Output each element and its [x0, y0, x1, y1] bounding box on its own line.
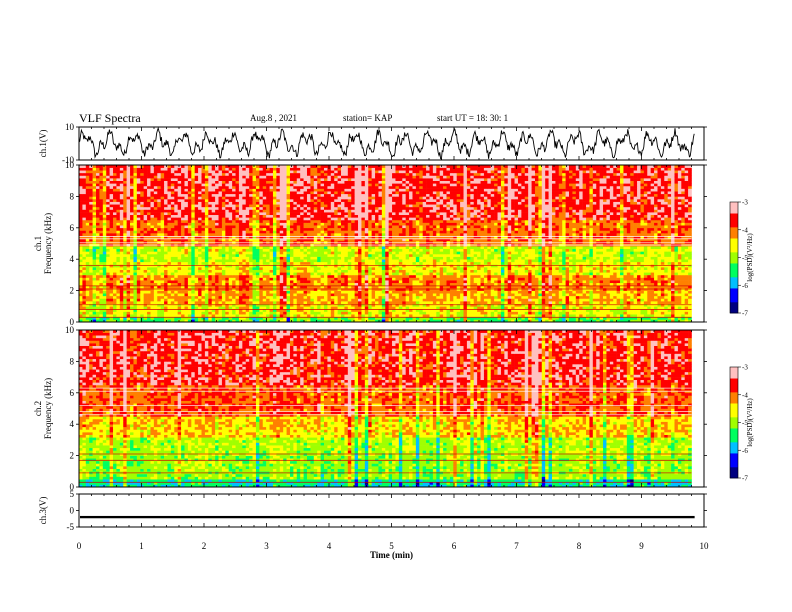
ch1-spectrogram-cells [79, 165, 692, 323]
ch1-spectrogram-ytick-label: 4 [70, 254, 75, 264]
ch1-spectrogram-colorbar-tick-label: -7 [742, 310, 748, 318]
ch2-spectrogram-ytick-label: 8 [70, 356, 75, 366]
ch3-waveform-frame [78, 493, 705, 528]
ch2-spectrogram-colorbar: -3 -4 -5 -6 -7 log(PSD)(V²/Hz) [729, 364, 754, 483]
ch3-waveform-ytick-label: 5 [70, 489, 75, 499]
x-tick-label: 2 [202, 541, 207, 551]
ch2-spectrogram-colorbar-tick-label: -7 [742, 475, 748, 483]
x-tick-label: 7 [514, 541, 519, 551]
ch1-waveform-ylabel: ch.1(V) [38, 130, 48, 158]
ch2-spectrogram-cells [79, 330, 692, 488]
ch1-waveform-ytick-label: 10 [65, 122, 75, 132]
ch1-spectrogram-colorbar-tick-label: -3 [742, 199, 748, 207]
ch3-waveform-ytick-label: 0 [70, 506, 75, 516]
ch1-spectrogram-ylabel: Frequency (kHz) [43, 213, 53, 274]
x-tick-label: 5 [389, 541, 394, 551]
ch1-spectrogram-colorbar: -3 -4 -5 -6 -7 log(PSD)(V²/Hz) [729, 199, 754, 318]
x-tick-label: 8 [577, 541, 582, 551]
x-tick-label: 0 [77, 541, 82, 551]
start-time-label: start UT = 18: 30: 1 [437, 113, 508, 123]
x-axis: 0 1 2 3 4 5 6 7 8 9 10 Time (min) [77, 541, 709, 560]
ch2-spectrogram-colorbar-tick-label: -6 [742, 447, 748, 455]
ch2-spectrogram-colorbar-tick-label: -5 [742, 419, 748, 427]
ch2-spectrogram-ytick-label: 2 [70, 451, 75, 461]
chart-title: VLF Spectra [79, 111, 141, 126]
ch1-spectrogram-ytick-label: 0 [70, 317, 75, 327]
ch2-spectrogram-ytick-label: 0 [70, 482, 75, 492]
ch2-spectrogram-colorbar-label: log(PSD)(V²/Hz) [746, 398, 754, 447]
ch1-waveform-ytick-label: -10 [62, 155, 74, 165]
ch1-spectrogram-colorbar-tick-label: -5 [742, 254, 748, 262]
ch1-waveform: 10 -10 ch.1(V) [38, 122, 707, 165]
station-label: station= KAP [343, 113, 392, 123]
ch1-spectrogram-ytick-label: 8 [70, 191, 75, 201]
x-tick-label: 4 [327, 541, 332, 551]
ch1-spectrogram: 0 2 4 6 8 10 ch.1 Frequency (kHz) [33, 160, 707, 327]
x-tick-label: 1 [139, 541, 144, 551]
x-tick-label: 9 [639, 541, 644, 551]
ch2-spectrogram-ylabel: ch.2 [33, 401, 43, 416]
x-tick-label: 10 [700, 541, 710, 551]
ch2-spectrogram-colorbar-tick-label: -4 [742, 391, 748, 399]
date-label: Aug.8 , 2021 [250, 113, 297, 123]
x-tick-label: 3 [264, 541, 269, 551]
x-tick-label: 6 [452, 541, 457, 551]
ch2-spectrogram: 0 2 4 6 8 10 ch.2 Frequency (kHz) [33, 325, 707, 492]
ch1-spectrogram-colorbar-tick-label: -6 [742, 282, 748, 290]
ch1-spectrogram-colorbar-tick-label: -4 [742, 226, 748, 234]
ch1-waveform-trace [78, 126, 695, 161]
ch2-spectrogram-ylabel: Frequency (kHz) [43, 378, 53, 439]
ch1-spectrogram-ytick-label: 2 [70, 286, 75, 296]
ch3-waveform: 5 0 -5 ch.3(V) [38, 489, 707, 532]
x-axis-label: Time (min) [370, 550, 413, 560]
ch2-spectrogram-ytick-label: 10 [65, 325, 75, 335]
ch1-spectrogram-ytick-label: 10 [65, 160, 75, 170]
ch2-spectrogram-ytick-label: 6 [70, 388, 75, 398]
ch2-spectrogram-ytick-label: 4 [70, 419, 75, 429]
ch3-waveform-ytick-label: -5 [67, 522, 75, 532]
ch1-spectrogram-ytick-label: 6 [70, 223, 75, 233]
ch1-spectrogram-ylabel: ch.1 [33, 236, 43, 251]
ch1-spectrogram-colorbar-label: log(PSD)(V²/Hz) [746, 233, 754, 282]
colorbars: -3 -4 -5 -6 -7 log(PSD)(V²/Hz) -3 -4 -5 -6 -7 log(P… [729, 199, 754, 483]
ch3-waveform-ylabel: ch.3(V) [38, 497, 48, 525]
ch2-spectrogram-colorbar-tick-label: -3 [742, 364, 748, 372]
ch3-waveform-trace [80, 515, 695, 519]
